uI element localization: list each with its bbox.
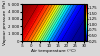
X-axis label: Air temperature (°C): Air temperature (°C) (31, 49, 76, 53)
Y-axis label: Vapour pressure (Pa): Vapour pressure (Pa) (3, 0, 7, 45)
